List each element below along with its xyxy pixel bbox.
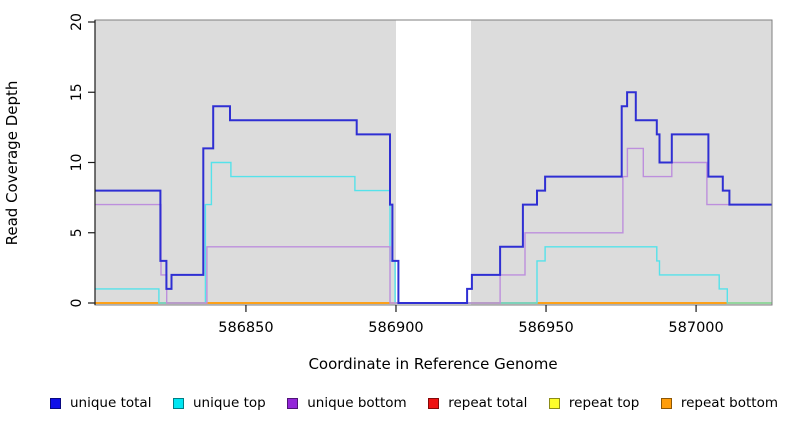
series-line-unique-bottom: [95, 147, 772, 304]
legend-label: repeat total: [448, 395, 528, 411]
y-tick-label: 15: [69, 83, 85, 101]
legend-swatch-icon: [428, 397, 440, 409]
legend-label: unique top: [193, 395, 266, 411]
legend-swatch-icon: [548, 397, 560, 409]
legend-swatch-icon: [173, 397, 184, 409]
y-axis: 0 5 10 15 20: [69, 13, 96, 308]
x-tick-label: 586900: [368, 320, 423, 336]
legend-label: unique bottom: [307, 395, 407, 411]
legend-item-unique-total: unique total: [50, 395, 151, 411]
legend-label: repeat top: [568, 395, 640, 411]
x-tick-label: 586950: [518, 320, 573, 336]
series-line-unique-total: [95, 91, 772, 304]
legend-item-unique-top: unique top: [173, 395, 266, 411]
y-tick-label: 0: [69, 299, 85, 308]
series-lines: [95, 91, 772, 304]
legend-label: unique total: [70, 395, 152, 411]
legend-swatch-icon: [50, 397, 61, 409]
legend-item-repeat-top: repeat top: [548, 395, 640, 411]
legend-item-repeat-bottom: repeat bottom: [660, 395, 778, 411]
x-tick-label: 587000: [668, 320, 723, 336]
y-tick-label: 5: [69, 228, 85, 237]
legend: unique total unique top unique bottom repea…: [50, 395, 778, 411]
legend-label: repeat bottom: [680, 395, 778, 411]
x-tick-label: 586850: [218, 320, 273, 336]
x-axis: 586850 586900 586950 587000: [218, 305, 724, 336]
legend-swatch-icon: [287, 397, 299, 409]
legend-swatch-icon: [660, 397, 672, 409]
legend-item-repeat-total: repeat total: [428, 395, 527, 411]
y-axis-title: Read Coverage Depth: [3, 81, 21, 246]
x-axis-title: Coordinate in Reference Genome: [308, 355, 557, 373]
series-line-unique-top: [95, 161, 772, 304]
y-tick-label: 10: [69, 154, 85, 172]
legend-item-unique-bottom: unique bottom: [287, 395, 407, 411]
y-tick-label: 20: [69, 13, 85, 31]
shaded-band: [95, 20, 396, 305]
